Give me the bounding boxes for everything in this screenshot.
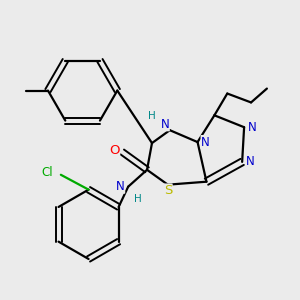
Text: N: N [116, 180, 125, 193]
Text: N: N [201, 136, 210, 148]
Text: N: N [246, 155, 254, 168]
Text: S: S [164, 184, 172, 197]
Text: N: N [160, 118, 169, 131]
Text: H: H [134, 194, 142, 203]
Text: H: H [148, 111, 156, 121]
Text: N: N [248, 121, 256, 134]
Text: O: O [109, 143, 120, 157]
Text: Cl: Cl [41, 166, 53, 179]
